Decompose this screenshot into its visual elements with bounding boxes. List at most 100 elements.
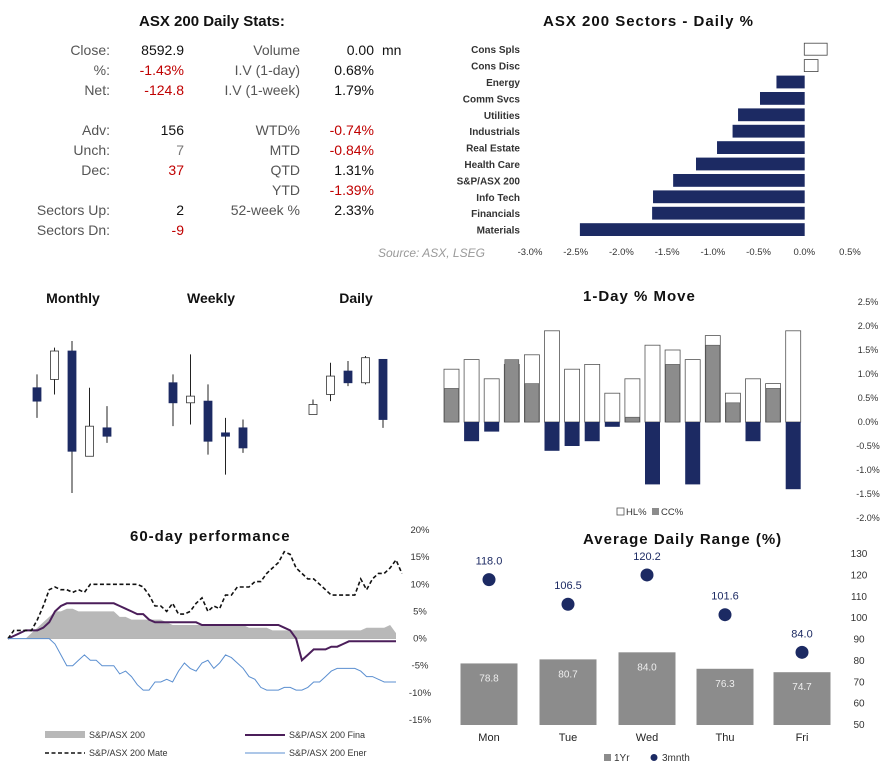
cc-bar bbox=[484, 422, 500, 432]
range-bar bbox=[618, 652, 676, 725]
range-category: Thu bbox=[716, 732, 735, 744]
stat-value: -1.43% bbox=[139, 62, 184, 78]
range-dot bbox=[718, 608, 732, 622]
sector-bar bbox=[717, 141, 805, 154]
stat-label: I.V (1-week) bbox=[224, 82, 300, 98]
move-tick: 1.0% bbox=[858, 369, 879, 379]
range-bar-label: 80.7 bbox=[558, 669, 578, 680]
stat-value: 0.68% bbox=[334, 62, 374, 78]
sector-bar bbox=[579, 223, 805, 237]
candle-body bbox=[168, 382, 178, 404]
move-title: 1-Day % Move bbox=[583, 288, 696, 305]
stat-value: 0.00 bbox=[346, 42, 374, 58]
sectors-chart: Cons Spls Cons Disc Energy Comm Svcs Utiliti… bbox=[457, 42, 861, 258]
hl-bar bbox=[544, 330, 560, 423]
stat-value: -1.39% bbox=[329, 182, 374, 198]
range-bar-label: 78.8 bbox=[479, 673, 499, 684]
sector-tick: 0.5% bbox=[839, 247, 861, 258]
cc-bar bbox=[765, 388, 781, 423]
range-tick: 60 bbox=[853, 699, 865, 710]
stat-label: WTD% bbox=[255, 122, 300, 138]
range-tick: 120 bbox=[851, 570, 868, 581]
stat-label: Close: bbox=[70, 42, 110, 58]
sector-label: Cons Disc bbox=[471, 62, 520, 73]
move-tick: -0.5% bbox=[856, 441, 880, 451]
perf-title: 60-day performance bbox=[130, 528, 291, 545]
hl-bar bbox=[745, 378, 761, 423]
perf-tick: 10% bbox=[410, 579, 430, 590]
stat-label: Sectors Dn: bbox=[36, 222, 110, 238]
candle-body bbox=[221, 432, 230, 437]
stats-title: ASX 200 Daily Stats: bbox=[139, 13, 285, 30]
stat-value: 7 bbox=[176, 142, 184, 158]
range-bar bbox=[773, 672, 831, 725]
candle-body bbox=[102, 427, 112, 437]
cc-bar bbox=[785, 422, 801, 490]
move-tick: -2.0% bbox=[856, 513, 880, 523]
range-bar-label: 76.3 bbox=[715, 679, 735, 690]
range-tick: 100 bbox=[851, 613, 868, 624]
sector-bar bbox=[803, 59, 819, 73]
range-bar-label: 84.0 bbox=[637, 662, 657, 673]
perf-tick: -5% bbox=[412, 661, 429, 672]
stat-value: -0.74% bbox=[329, 122, 374, 138]
range-tick: 130 bbox=[851, 549, 868, 560]
sector-bar bbox=[803, 42, 828, 56]
candle-body bbox=[238, 427, 248, 449]
perf-tick: 20% bbox=[410, 525, 430, 536]
stat-label: Volume bbox=[253, 42, 300, 58]
sector-label: Real Estate bbox=[466, 144, 520, 155]
cc-bar bbox=[464, 422, 480, 442]
stat-label: I.V (1-day) bbox=[234, 62, 300, 78]
candle-panel-title: Daily bbox=[339, 290, 373, 306]
range-dot-label: 101.6 bbox=[711, 591, 739, 603]
stat-label: MTD bbox=[269, 142, 300, 158]
cc-bar bbox=[584, 422, 600, 442]
range-tick: 90 bbox=[853, 635, 865, 646]
series-area-asx200 bbox=[8, 608, 396, 639]
sector-bar bbox=[653, 190, 805, 204]
sector-bar bbox=[652, 206, 805, 220]
stat-label: Dec: bbox=[81, 162, 110, 178]
series-line-thin bbox=[8, 638, 396, 691]
cc-bar bbox=[645, 422, 660, 485]
sector-label: Materials bbox=[477, 226, 521, 237]
sector-tick: -1.0% bbox=[700, 247, 725, 258]
hl-bar bbox=[684, 359, 701, 423]
legend-label: S&P/ASX 200 bbox=[89, 730, 145, 740]
stat-value: -9 bbox=[171, 222, 184, 238]
sector-bar bbox=[759, 92, 805, 105]
stat-label: Adv: bbox=[81, 122, 110, 138]
range-category: Wed bbox=[636, 732, 658, 744]
stat-label: Sectors Up: bbox=[36, 202, 110, 218]
cc-bar bbox=[625, 416, 640, 423]
move-chart: 2.5% 2.0% 1.5% 1.0% 0.5% 0.0% -0.5% -1.0% -1.5% -… bbox=[443, 297, 880, 523]
candle-body bbox=[50, 350, 59, 380]
series-line-solid bbox=[7, 602, 396, 663]
sector-tick: -2.5% bbox=[563, 247, 588, 258]
range-dot bbox=[640, 568, 654, 582]
cc-bar bbox=[705, 344, 721, 423]
stat-value: 8592.9 bbox=[141, 42, 184, 58]
move-tick: 1.5% bbox=[858, 345, 879, 355]
sectors-title: ASX 200 Sectors - Daily % bbox=[543, 13, 754, 30]
range-dot-label: 120.2 bbox=[633, 551, 661, 563]
range-tick: 50 bbox=[853, 720, 865, 731]
legend-swatch-hl bbox=[616, 507, 625, 516]
sector-label: Energy bbox=[486, 78, 520, 89]
sector-label: Health Care bbox=[464, 160, 520, 171]
stat-label: Unch: bbox=[73, 142, 110, 158]
range-chart: 78.8 118.0 Mon 80.7 106.5 Tue 84.0 120.2 Wed 76.3… bbox=[460, 549, 868, 764]
sector-tick: 0.0% bbox=[793, 247, 815, 258]
perf-chart: 20% 15% 10% 5% 0% -5% -10% -15% S&P/ASX 200 S&P/A… bbox=[7, 525, 432, 758]
legend-label: S&P/ASX 200 Mate bbox=[89, 748, 168, 758]
candle-panel-title: Weekly bbox=[187, 290, 235, 306]
candle-body bbox=[32, 387, 42, 402]
hl-bar bbox=[463, 359, 480, 423]
range-dot bbox=[482, 573, 496, 587]
hl-bar bbox=[624, 378, 641, 423]
stat-value: 1.79% bbox=[334, 82, 374, 98]
range-dot bbox=[561, 597, 575, 611]
move-tick: 0.0% bbox=[858, 417, 879, 427]
cc-bar bbox=[604, 422, 620, 427]
